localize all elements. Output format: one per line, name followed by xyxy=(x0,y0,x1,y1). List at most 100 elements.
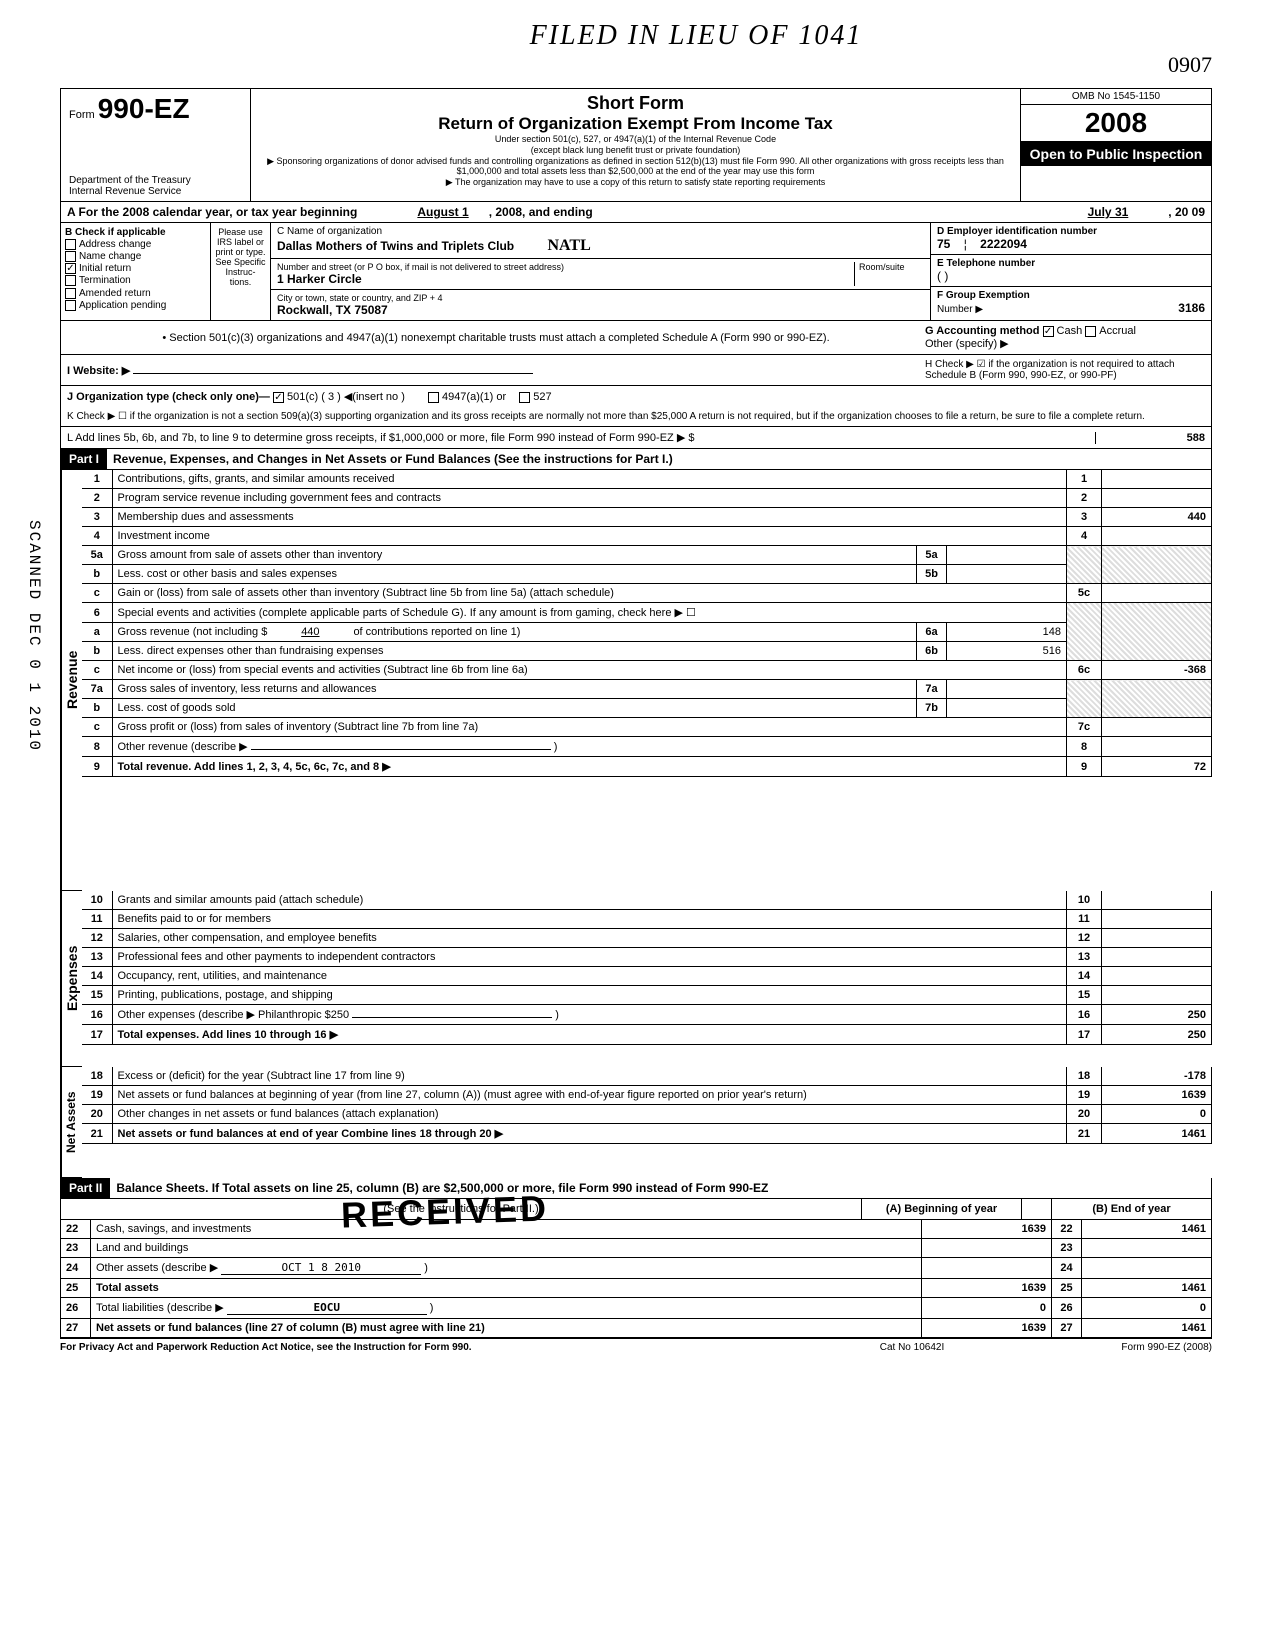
hw-natl: NATL xyxy=(547,237,590,254)
b-item-3: Termination xyxy=(79,276,131,287)
col-b-header: (B) End of year xyxy=(1051,1199,1211,1219)
chk-527[interactable] xyxy=(519,392,530,403)
line-12: Salaries, other compensation, and employ… xyxy=(118,932,377,944)
bal-22a: 1639 xyxy=(922,1220,1052,1239)
chk-name[interactable] xyxy=(65,251,76,262)
dept: Department of the Treasury xyxy=(69,175,242,186)
chk-term[interactable] xyxy=(65,275,76,286)
j-opt2: 4947(a)(1) or xyxy=(442,391,506,403)
part2-title: Balance Sheets. If Total assets on line … xyxy=(110,1178,1211,1198)
sec-501: • Section 501(c)(3) organizations and 49… xyxy=(67,332,925,344)
line-20: Other changes in net assets or fund bala… xyxy=(118,1108,439,1120)
d-label: D Employer identification number xyxy=(937,226,1205,237)
city-label: City or town, state or country, and ZIP … xyxy=(277,293,924,303)
line-21: Net assets or fund balances at end of ye… xyxy=(118,1128,492,1140)
addr-label: Number and street (or P O box, if mail i… xyxy=(277,262,854,272)
form-number: 990-EZ xyxy=(98,93,190,124)
line-6: Special events and activities (complete … xyxy=(118,607,696,619)
bal-23: Land and buildings xyxy=(96,1242,188,1254)
balance-header: (See the instructions for Part II.) RECE… xyxy=(60,1199,1212,1220)
b-item-4: Amended return xyxy=(79,288,151,299)
line-13: Professional fees and other payments to … xyxy=(118,951,436,963)
line-1: Contributions, gifts, grants, and simila… xyxy=(118,473,395,485)
omb-number: OMB No 1545-1150 xyxy=(1021,89,1211,105)
handwritten-year-corner: 0907 xyxy=(1168,52,1212,78)
main-title: Return of Organization Exempt From Incom… xyxy=(263,114,1008,134)
b-item-1: Name change xyxy=(79,251,141,262)
line-2: Program service revenue including govern… xyxy=(118,492,441,504)
row-a-label: A For the 2008 calendar year, or tax yea… xyxy=(67,205,357,219)
line-14: Occupancy, rent, utilities, and maintena… xyxy=(118,970,328,982)
revenue-table: 1Contributions, gifts, grants, and simil… xyxy=(82,470,1212,777)
bal-25b: 1461 xyxy=(1082,1279,1212,1298)
l-value: 588 xyxy=(1095,432,1205,444)
line-8: Other revenue (describe ▶ xyxy=(118,741,248,753)
line-18: Excess or (deficit) for the year (Subtra… xyxy=(118,1070,405,1082)
line-6a-post: of contributions reported on line 1) xyxy=(353,626,520,638)
line-6a-amt: 440 xyxy=(270,626,350,638)
row-a-yr: , 20 09 xyxy=(1168,205,1205,219)
subtitle-1: Under section 501(c), 527, or 4947(a)(1)… xyxy=(263,134,1008,145)
scanned-stamp: SCANNED DEC 0 1 2010 xyxy=(25,520,43,752)
i-label: I Website: ▶ xyxy=(67,365,130,377)
org-name: Dallas Mothers of Twins and Triplets Clu… xyxy=(277,239,514,253)
footer-mid: Cat No 10642I xyxy=(812,1342,1012,1353)
chk-501c[interactable]: ✓ xyxy=(273,392,284,403)
line-6a-pre: Gross revenue (not including $ xyxy=(118,626,268,638)
bal-25: Total assets xyxy=(96,1282,159,1294)
bal-26b: 0 xyxy=(1082,1298,1212,1319)
chk-initial[interactable]: ✓ xyxy=(65,263,76,274)
chk-4947[interactable] xyxy=(428,392,439,403)
chk-accrual[interactable] xyxy=(1085,326,1096,337)
col-a-header: (A) Beginning of year xyxy=(861,1199,1021,1219)
line-9-val: 72 xyxy=(1102,757,1212,777)
chk-address[interactable] xyxy=(65,239,76,250)
line-6c-val: -368 xyxy=(1102,661,1212,680)
f-label: F Group Exemption xyxy=(937,290,1205,301)
bal-27: Net assets or fund balances (line 27 of … xyxy=(96,1322,485,1334)
line-15: Printing, publications, postage, and shi… xyxy=(118,989,333,1001)
line-18-val: -178 xyxy=(1102,1067,1212,1086)
street-address: 1 Harker Circle xyxy=(277,272,362,286)
side-netassets: Net Assets xyxy=(61,1067,80,1177)
e-label: E Telephone number xyxy=(937,258,1205,269)
h-text: H Check ▶ ☑ if the organization is not r… xyxy=(925,359,1205,381)
l-text: L Add lines 5b, 6b, and 7b, to line 9 to… xyxy=(67,431,1095,444)
chk-cash[interactable]: ✓ xyxy=(1043,326,1054,337)
line-6a-val: 148 xyxy=(947,623,1067,642)
g-cash: Cash xyxy=(1057,325,1083,337)
row-a-mid: , 2008, and ending xyxy=(489,205,593,219)
b-item-0: Address change xyxy=(79,239,151,250)
room-label: Room/suite xyxy=(854,262,924,286)
page-footer: For Privacy Act and Paperwork Reduction … xyxy=(60,1338,1212,1353)
tax-year: 2008 xyxy=(1021,105,1211,142)
line-17-val: 250 xyxy=(1102,1025,1212,1045)
side-revenue: Revenue xyxy=(61,470,82,890)
begin-date: August 1 xyxy=(417,205,468,219)
b-item-5: Application pending xyxy=(79,300,166,311)
eocu-stamp: EOCU xyxy=(227,1301,427,1315)
j-label: J Organization type (check only one)— xyxy=(67,391,270,403)
line-16-val: 250 xyxy=(1102,1005,1212,1025)
website-field[interactable] xyxy=(133,373,533,374)
line-17: Total expenses. Add lines 10 through 16 xyxy=(118,1029,327,1041)
j-opt3: 527 xyxy=(533,391,551,403)
irs: Internal Revenue Service xyxy=(69,186,242,197)
line-10: Grants and similar amounts paid (attach … xyxy=(118,894,364,906)
line-7b: Less. cost of goods sold xyxy=(118,702,236,714)
line-7a: Gross sales of inventory, less returns a… xyxy=(118,683,377,695)
row-a: A For the 2008 calendar year, or tax yea… xyxy=(60,202,1212,223)
ein-2: 2222094 xyxy=(980,237,1027,251)
bal-26: Total liabilities (describe ▶ xyxy=(96,1302,224,1314)
bal-24: Other assets (describe ▶ xyxy=(96,1262,218,1274)
line-6b: Less. direct expenses other than fundrai… xyxy=(118,645,384,657)
end-date: July 31 xyxy=(1088,205,1129,219)
part1-title: Revenue, Expenses, and Changes in Net As… xyxy=(107,449,1211,469)
f-num-label: Number ▶ xyxy=(937,304,983,315)
received-stamp: RECEIVED xyxy=(340,1187,549,1236)
bal-22: Cash, savings, and investments xyxy=(96,1223,251,1235)
line-6c: Net income or (loss) from special events… xyxy=(118,664,528,676)
chk-amend[interactable] xyxy=(65,288,76,299)
k-row: K Check ▶ ☐ if the organization is not a… xyxy=(60,407,1212,427)
chk-app[interactable] xyxy=(65,300,76,311)
